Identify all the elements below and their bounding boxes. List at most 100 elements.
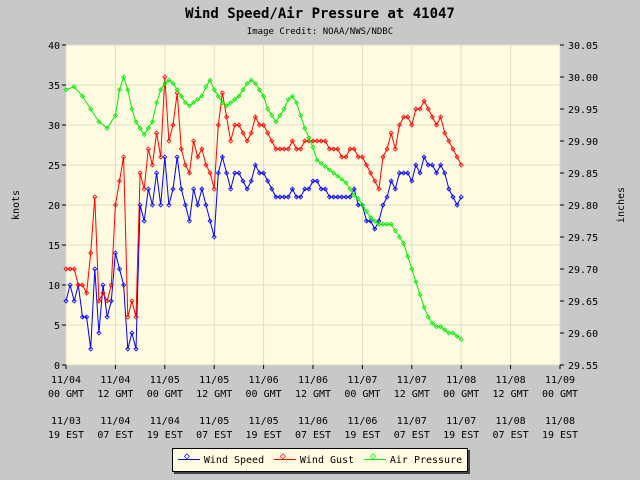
x-tick-label: 00 GMT xyxy=(443,389,479,400)
wind-gust-point xyxy=(331,146,337,152)
air-pressure-point xyxy=(207,77,213,83)
wind-gust-point xyxy=(326,146,333,152)
air-pressure-point xyxy=(116,87,123,93)
wind-speed-swatch-icon xyxy=(177,451,200,465)
wind-speed-point xyxy=(252,162,258,168)
wind-speed-point xyxy=(277,194,283,200)
air-pressure-point xyxy=(314,157,320,163)
air-pressure-point xyxy=(129,106,135,112)
x-tick-label: 11/07 xyxy=(347,375,377,386)
series-wind-gust xyxy=(63,74,464,320)
x-tick-label: 11/09 xyxy=(545,375,575,386)
wind-speed-point xyxy=(174,154,180,160)
wind-gust-point xyxy=(388,130,394,136)
air-pressure-point xyxy=(421,304,427,310)
x-tick-label: 11/06 xyxy=(298,375,328,386)
wind-speed-point xyxy=(195,202,201,208)
wind-gust-point xyxy=(289,138,295,144)
air-pressure-swatch-icon xyxy=(363,451,386,465)
wind-speed-point xyxy=(248,178,254,184)
air-pressure-point xyxy=(363,208,370,214)
wind-speed-point xyxy=(96,330,102,336)
x-tick-label: 00 GMT xyxy=(344,389,380,400)
air-pressure-point xyxy=(174,87,180,93)
wind-gust-point xyxy=(450,146,456,152)
series-wind-speed xyxy=(63,154,464,352)
left-tick-label: 25 xyxy=(48,161,60,172)
air-pressure-point xyxy=(149,119,156,125)
air-pressure-point xyxy=(158,87,164,93)
wind-gust-point xyxy=(71,266,77,272)
air-pressure-point xyxy=(302,125,308,131)
air-pressure-point xyxy=(244,80,250,86)
legend: Wind Speed Wind Gust Air Pressure xyxy=(172,448,468,472)
wind-gust-point xyxy=(392,146,398,152)
air-pressure-point xyxy=(458,336,464,342)
wind-speed-point xyxy=(265,178,271,184)
wind-speed-point xyxy=(454,202,460,208)
wind-gust-point xyxy=(182,162,188,168)
legend-label-air-pressure: Air Pressure xyxy=(389,454,463,466)
wind-speed-point xyxy=(178,186,184,192)
air-pressure-point xyxy=(236,93,242,99)
wind-speed-point xyxy=(63,298,69,304)
wind-gust-point xyxy=(376,186,382,192)
air-pressure-point xyxy=(203,84,209,90)
wind-gust-point xyxy=(211,186,217,192)
x-tick-label: 11/04 xyxy=(100,375,130,386)
air-pressure-point xyxy=(388,221,394,227)
wind-speed-point xyxy=(219,154,225,160)
wind-speed-point xyxy=(232,170,238,176)
wind-gust-point xyxy=(88,250,94,256)
air-pressure-point xyxy=(298,112,304,118)
wind-speed-point xyxy=(182,202,188,208)
wind-gust-point xyxy=(141,186,147,192)
wind-speed-point xyxy=(396,170,403,176)
air-pressure-point xyxy=(376,221,382,227)
wind-speed-point xyxy=(355,202,361,208)
air-pressure-point xyxy=(310,144,316,150)
right-tick-label: 29.85 xyxy=(568,169,598,180)
wind-speed-point xyxy=(405,170,411,176)
wind-speed-point xyxy=(112,250,118,256)
wind-speed-point xyxy=(450,194,456,200)
wind-gust-point xyxy=(335,146,341,152)
wind-speed-point xyxy=(162,154,168,160)
wind-speed-point xyxy=(133,346,139,352)
air-pressure-point xyxy=(261,93,267,99)
wind-speed-point xyxy=(199,186,205,192)
wind-speed-point xyxy=(429,162,435,168)
chart-subtitle: Image Credit: NOAA/NWS/NDBC xyxy=(247,27,393,37)
air-pressure-point xyxy=(186,103,193,109)
wind-gust-point xyxy=(129,298,135,304)
x-tick-label: 11/05 xyxy=(199,416,229,427)
x-tick-label: 11/04 xyxy=(51,375,81,386)
x-tick-label: 11/07 xyxy=(446,416,476,427)
left-tick-label: 10 xyxy=(48,281,60,292)
wind-gust-point xyxy=(79,282,86,288)
left-axis-label: knots xyxy=(11,190,22,220)
wind-speed-point xyxy=(289,186,295,192)
right-tick-label: 29.55 xyxy=(568,361,598,372)
x-tick-label: 12 GMT xyxy=(97,389,133,400)
wind-gust-point xyxy=(166,138,172,144)
wind-speed-point xyxy=(207,218,213,224)
wind-speed-point xyxy=(298,194,304,200)
legend-item-wind-gust: Wind Gust xyxy=(273,451,354,466)
wind-speed-point xyxy=(372,226,378,232)
x-tick-label: 11/06 xyxy=(249,375,279,386)
wind-gust-point xyxy=(446,138,452,144)
wind-gust-point xyxy=(232,122,238,128)
air-pressure-point xyxy=(269,112,275,118)
x-tick-label: 11/08 xyxy=(446,375,476,386)
air-pressure-point xyxy=(232,96,238,102)
wind-gust-point xyxy=(195,154,201,160)
wind-gust-point xyxy=(240,130,246,136)
wind-gust-point xyxy=(228,138,234,144)
x-tick-label: 11/04 xyxy=(100,416,130,427)
x-tick-label: 11/07 xyxy=(397,375,427,386)
wind-speed-point xyxy=(236,170,242,176)
air-pressure-point xyxy=(137,125,143,131)
wind-speed-point xyxy=(211,234,217,240)
wind-speed-point xyxy=(438,162,444,168)
